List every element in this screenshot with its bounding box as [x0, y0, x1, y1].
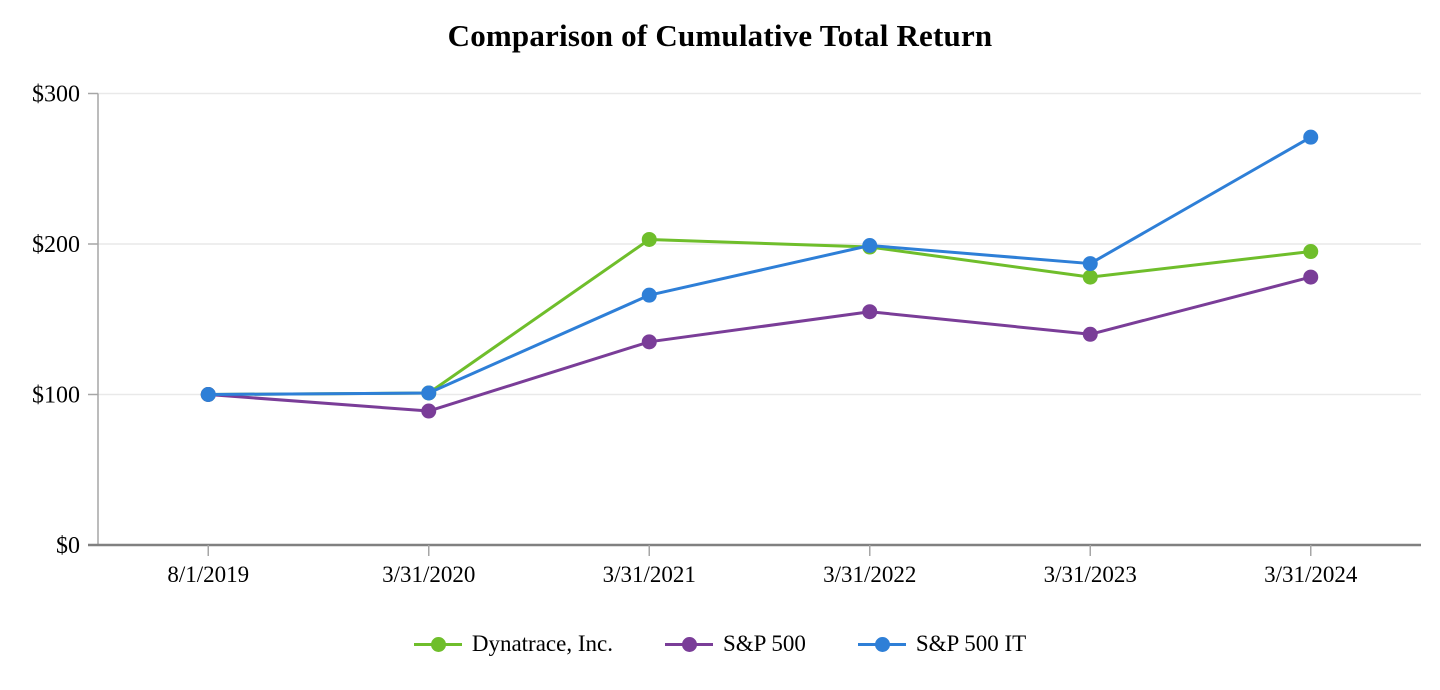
data-point [1082, 269, 1098, 285]
data-point [421, 385, 437, 401]
legend-swatch-sp500 [664, 636, 713, 652]
plot-area: $0 $100 $200 $300 8/1/2019 3/31/2020 3/31/2021… [32, 82, 1421, 587]
data-point [862, 304, 878, 320]
series-line [208, 237, 1311, 396]
data-point [1303, 129, 1319, 145]
data-point [641, 287, 657, 303]
data-point [641, 231, 657, 247]
data-point [1303, 269, 1319, 285]
y-tick-label: $200 [32, 232, 80, 258]
data-point [200, 387, 216, 402]
dot-marker-icon [681, 636, 697, 652]
dot-marker-icon [430, 636, 446, 652]
series-line [208, 135, 1312, 396]
series-line [208, 275, 1312, 413]
x-tick-label: 3/31/2023 [1044, 562, 1137, 587]
x-tick-label: 3/31/2024 [1264, 562, 1358, 587]
legend-label-dynatrace: Dynatrace, Inc. [471, 631, 613, 656]
x-tick-label: 3/31/2021 [603, 562, 696, 587]
data-point [862, 238, 878, 254]
y-tick-label: $100 [32, 383, 80, 409]
legend-item-sp500it: S&P 500 IT [857, 631, 1027, 657]
x-tick-label: 8/1/2019 [167, 562, 249, 587]
data-point [421, 403, 437, 419]
legend-label-sp500it: S&P 500 IT [915, 631, 1027, 656]
legend-label-sp500: S&P 500 [722, 631, 806, 656]
x-tick-label: 3/31/2022 [823, 562, 916, 587]
chart-title: Comparison of Cumulative Total Return [447, 18, 993, 53]
legend-item-sp500: S&P 500 [664, 631, 806, 657]
legend-item-dynatrace: Dynatrace, Inc. [413, 631, 613, 657]
legend-swatch-sp500it [857, 636, 906, 652]
x-tick-label: 3/31/2020 [382, 562, 475, 587]
data-point [1082, 256, 1098, 272]
data-point [641, 334, 657, 350]
data-point [1303, 244, 1319, 260]
y-tick-label: $0 [56, 533, 80, 559]
dot-marker-icon [874, 636, 890, 652]
y-tick-label: $300 [32, 82, 80, 108]
legend-swatch-dynatrace [413, 636, 462, 652]
data-point [1082, 326, 1098, 342]
legend: Dynatrace, Inc. S&P 500 S&P 500 IT [0, 631, 1440, 657]
